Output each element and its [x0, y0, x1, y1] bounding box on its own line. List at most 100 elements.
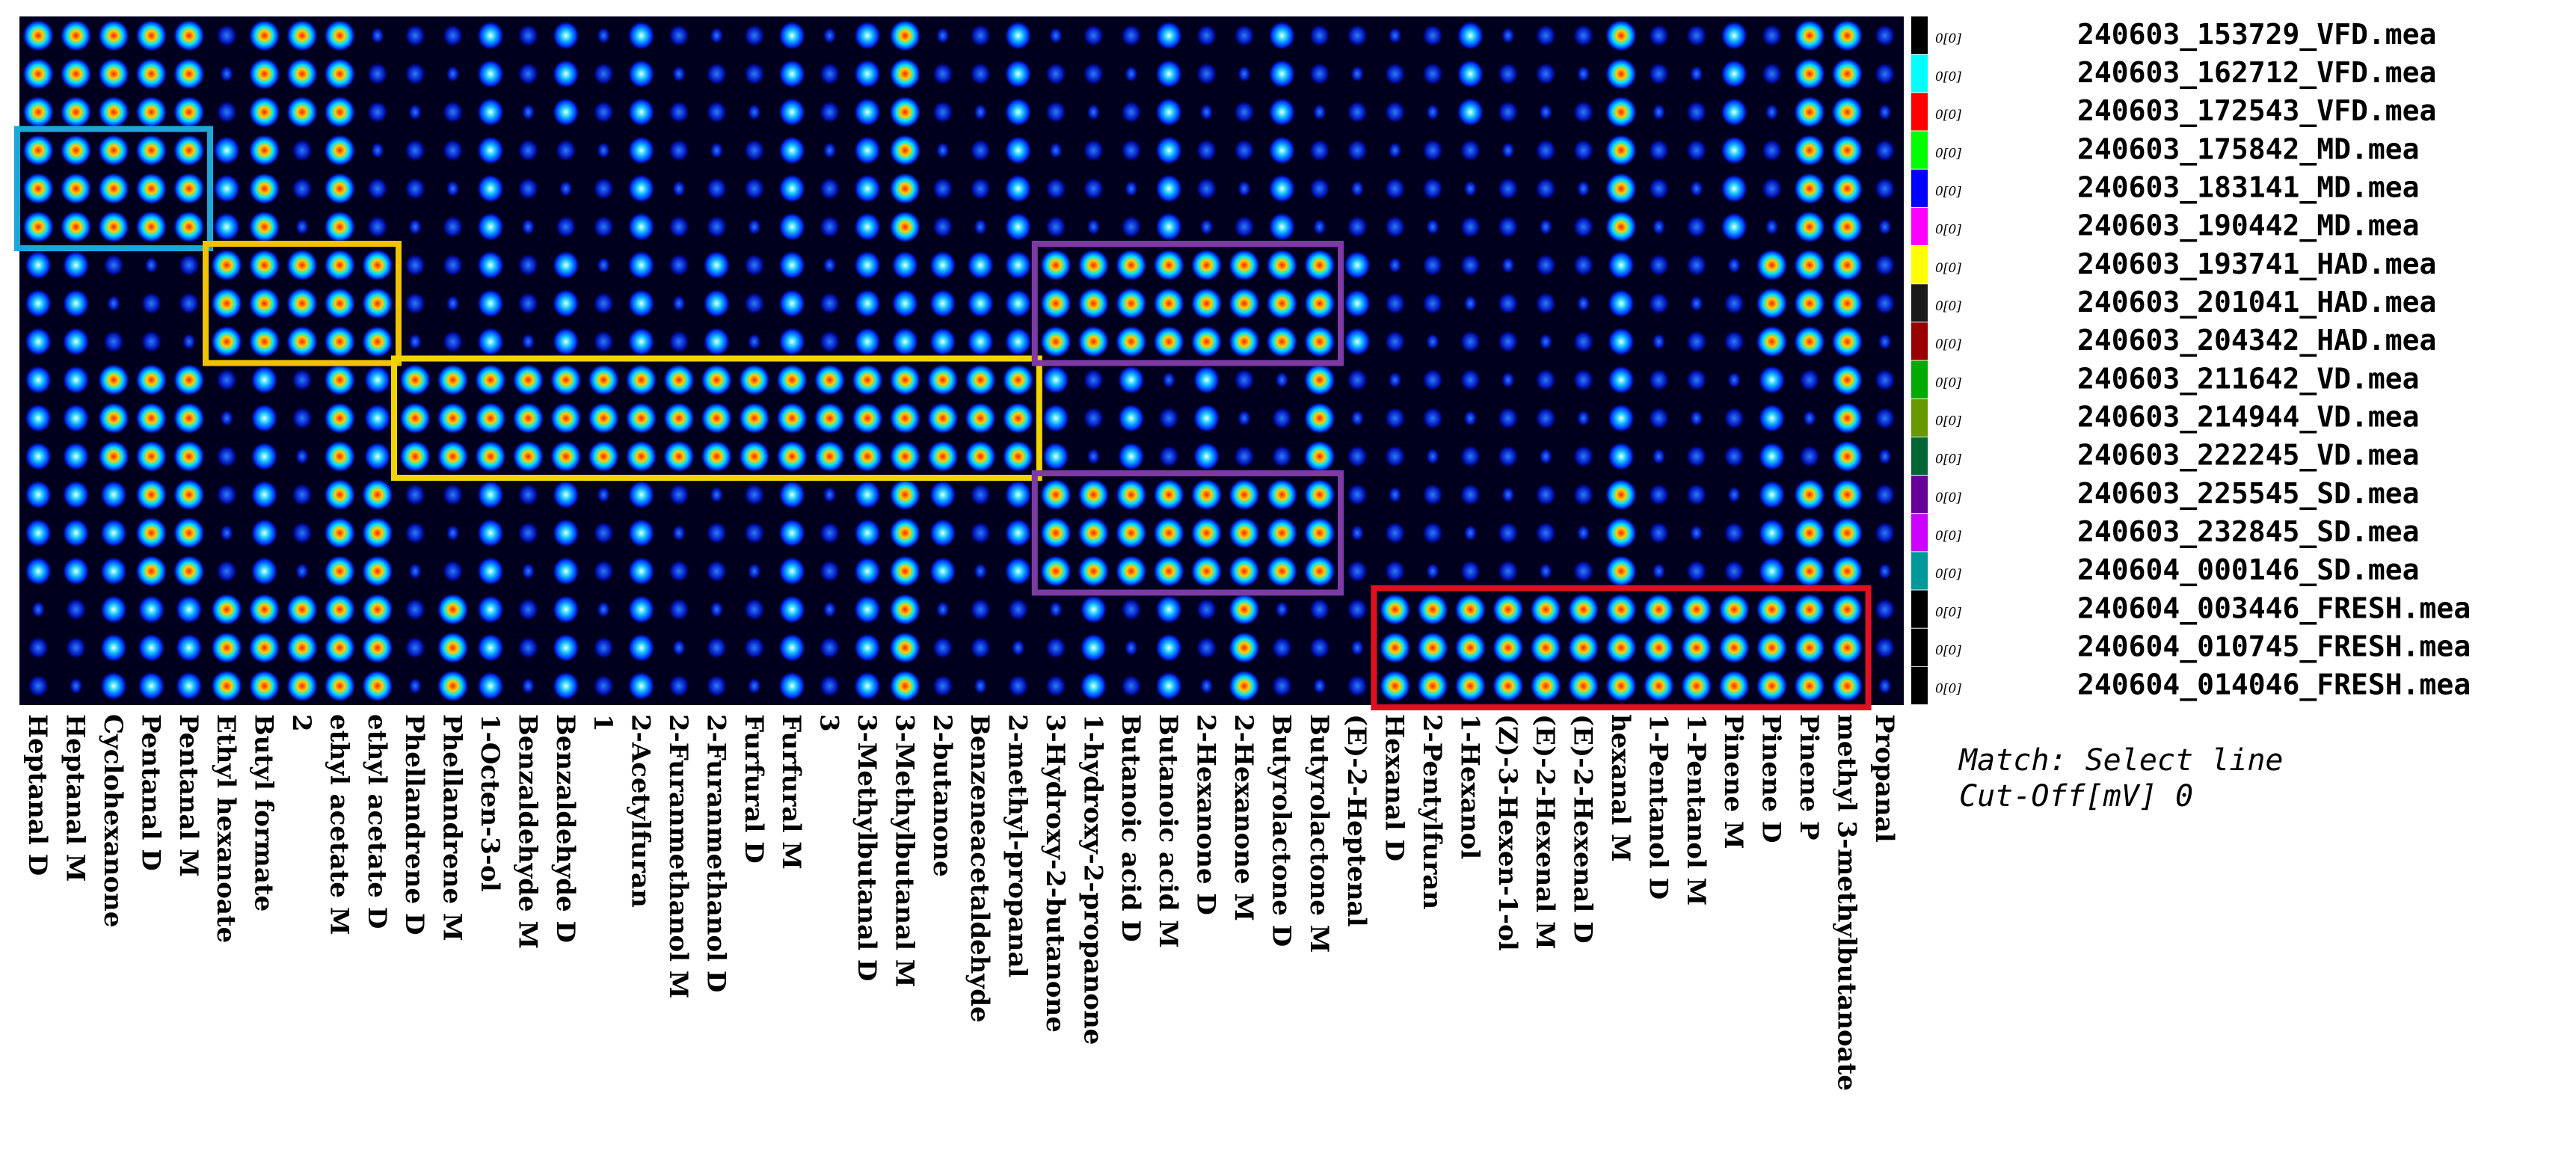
heatmap-cell [1874, 253, 1896, 277]
heatmap-cell [25, 518, 52, 548]
heatmap-cell [324, 249, 356, 282]
heatmap-cell [1309, 62, 1330, 86]
heatmap-cell [1416, 669, 1449, 702]
heatmap-cell [1199, 218, 1214, 236]
heatmap-cell [1425, 103, 1440, 121]
heatmap-cell [1454, 631, 1487, 664]
column-label: 2-Hexanone D [1191, 714, 1221, 915]
heatmap-cell [1347, 483, 1368, 506]
heatmap-cell [60, 172, 92, 205]
heatmap-cell [1460, 445, 1481, 468]
heatmap-cell [970, 138, 992, 162]
heatmap-cell [1605, 134, 1638, 167]
column-label: hexanal M [1605, 714, 1635, 862]
column-label: 2-Furanmethanol M [663, 714, 693, 999]
heatmap-cell [1384, 62, 1406, 86]
heatmap-cell [1425, 218, 1440, 236]
heatmap-cell [593, 62, 615, 86]
heatmap-cell [135, 96, 167, 129]
heatmap-cell [889, 479, 921, 511]
heatmap-cell [324, 287, 356, 320]
heatmap-cell [1344, 250, 1371, 280]
row-label: 240603_214944_VD.mea [2077, 401, 2420, 434]
heatmap-cell [517, 521, 539, 545]
heatmap-cell [1874, 62, 1896, 86]
heatmap-cell [286, 593, 319, 626]
heatmap-cell [1303, 287, 1336, 320]
heatmap-cell [1199, 103, 1214, 121]
heatmap-cell [1573, 24, 1594, 47]
heatmap-cell [701, 363, 733, 396]
heatmap-cell [1190, 517, 1223, 550]
heatmap-cell [446, 180, 460, 197]
column-label: 1-Hexanol [1454, 714, 1484, 859]
heatmap-cell [324, 96, 356, 129]
heatmap-cell [778, 556, 806, 586]
heatmap-cell [437, 631, 469, 664]
heatmap-cell [1004, 212, 1032, 242]
column-label: Furfural M [776, 714, 806, 870]
column-label: ethyl acetate M [324, 714, 354, 935]
heatmap-cell [778, 289, 806, 319]
heatmap-cell [1155, 21, 1183, 51]
heatmap-cell [1802, 410, 1817, 427]
heatmap-cell [593, 292, 615, 316]
column-label: Furfural D [739, 714, 769, 864]
column-label: (E)-2-Hexenal D [1568, 714, 1598, 944]
heatmap-cell [173, 479, 205, 511]
heatmap-cell [597, 141, 611, 159]
heatmap-cell [1530, 631, 1562, 664]
heatmap-cell [1793, 593, 1826, 626]
heatmap-cell [552, 327, 580, 357]
heatmap-cell [211, 249, 243, 282]
row-label: 240603_153729_VFD.mea [2077, 18, 2436, 51]
heatmap-cell [935, 600, 950, 618]
heatmap-cell [517, 597, 539, 621]
heatmap-cell [1878, 333, 1892, 351]
heatmap-cell [1228, 517, 1261, 550]
heatmap-cell [1120, 24, 1142, 47]
heatmap-cell [173, 172, 205, 205]
heatmap-cell [405, 292, 426, 316]
column-label: Pinene P [1794, 714, 1824, 840]
heatmap-cell [1874, 292, 1896, 316]
heatmap-cell [286, 58, 319, 90]
heatmap-cell [1275, 600, 1289, 618]
heatmap-cell [1831, 631, 1863, 664]
heatmap-cell [1303, 517, 1336, 550]
heatmap-cell [1758, 403, 1786, 433]
heatmap-cell [1831, 363, 1863, 396]
heatmap-cell [778, 250, 806, 280]
heatmap-cell [1303, 363, 1336, 396]
heatmap-cell [521, 677, 535, 695]
heatmap-cell [1004, 250, 1032, 280]
heatmap-cell [819, 292, 840, 316]
column-label: 2 [286, 714, 316, 732]
heatmap-cell [814, 402, 846, 434]
column-label: Butanoic acid D [1116, 714, 1146, 942]
column-label: Benzaldehyde M [512, 714, 542, 949]
heatmap-cell [1607, 250, 1635, 280]
heatmap-cell [291, 483, 313, 506]
column-label: Heptanal M [61, 714, 90, 882]
heatmap-cell [552, 21, 580, 51]
heatmap-cell [363, 442, 391, 471]
heatmap-cell [776, 402, 808, 434]
heatmap-cell [1831, 96, 1863, 129]
heatmap-cell [1878, 677, 1892, 695]
row-label: 240603_204342_HAD.mea [2077, 324, 2436, 357]
heatmap-cell [970, 636, 992, 659]
heatmap-cell [1086, 218, 1101, 236]
heatmap-cell [1831, 402, 1863, 434]
heatmap-cell [1039, 555, 1072, 588]
heatmap-cell [1233, 445, 1255, 468]
heatmap-cell [1004, 518, 1032, 548]
heatmap-cell [476, 97, 505, 127]
highlight-box [391, 355, 1042, 481]
heatmap-cell [1831, 440, 1863, 473]
heatmap-cell [408, 218, 422, 236]
column-label: (Z)-3-Hexen-1-ol [1493, 714, 1522, 951]
heatmap-cell [1312, 103, 1327, 121]
heatmap-cell [1083, 407, 1104, 430]
heatmap-cell [776, 440, 808, 473]
